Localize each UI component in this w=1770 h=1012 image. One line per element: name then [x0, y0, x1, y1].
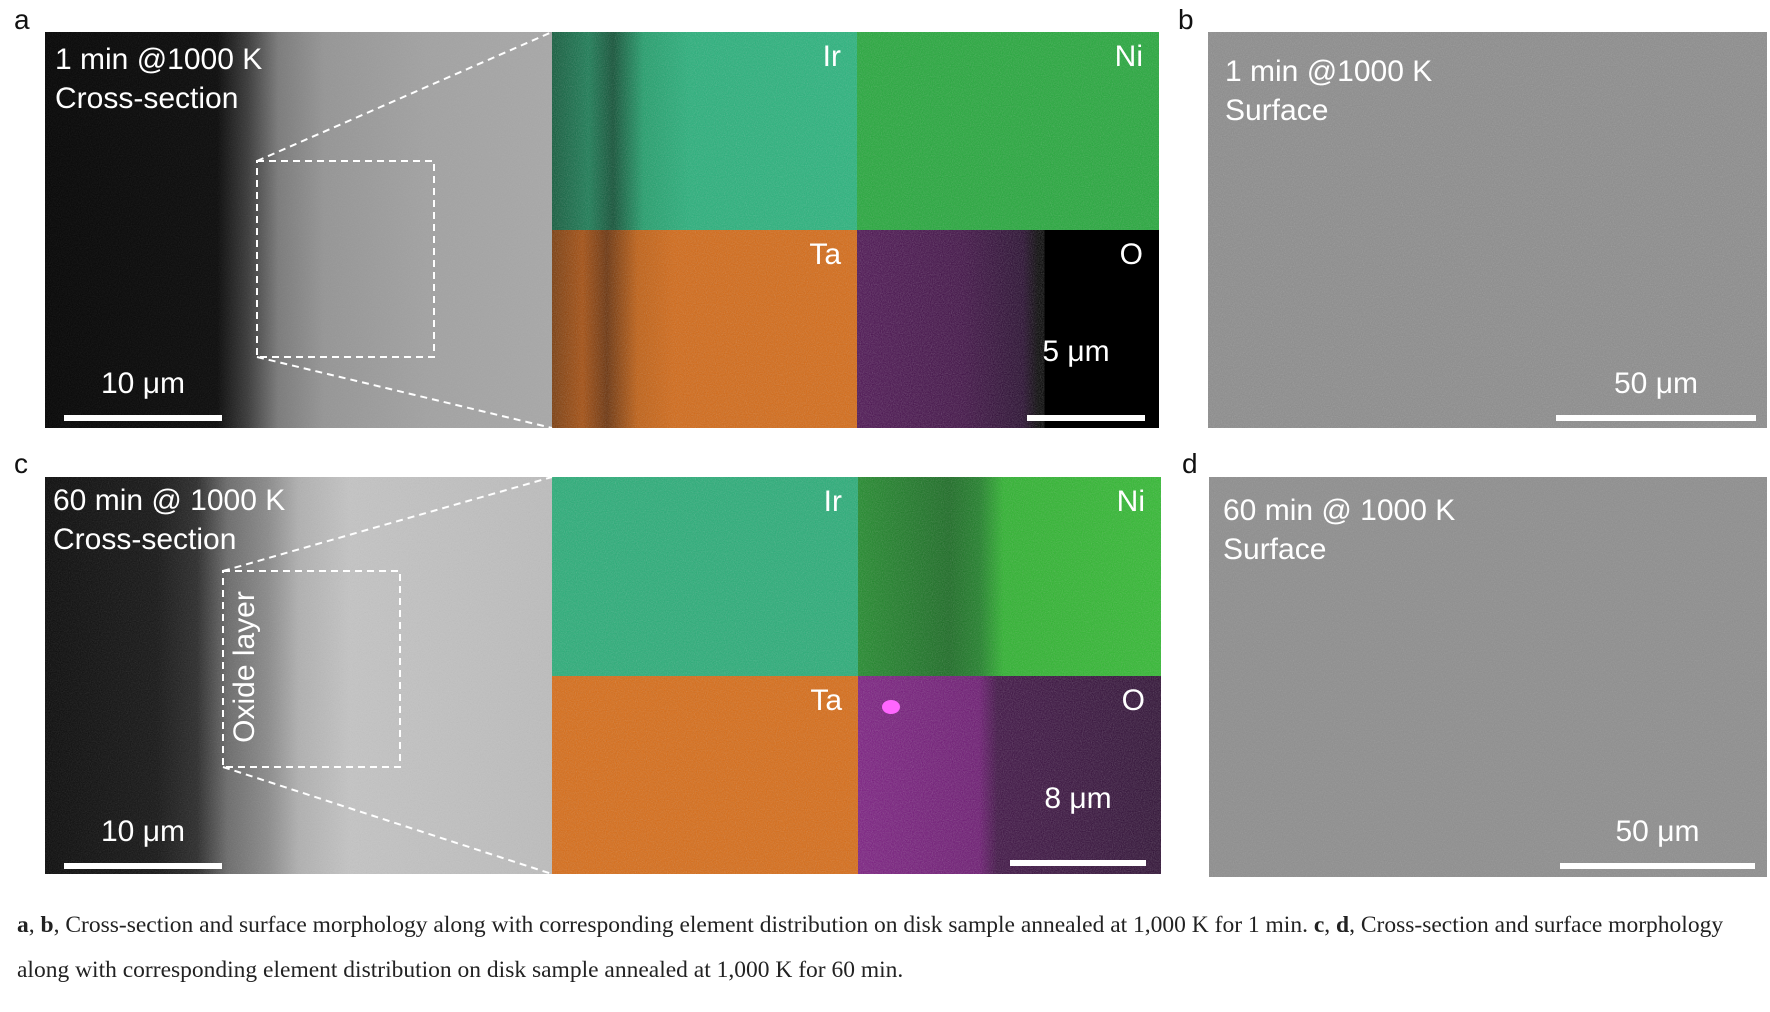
caption-text: ,: [1324, 912, 1337, 938]
element-label: Ta: [810, 684, 842, 717]
scale-bar: [1027, 415, 1145, 421]
scale-bar-label: 50 μm: [1615, 815, 1700, 848]
scale-bar-label: 10 μm: [101, 367, 185, 400]
eds-map: Ir: [552, 477, 858, 676]
caption-panel-ref: c: [1313, 912, 1325, 938]
scale-bar-label: 10 μm: [101, 815, 185, 848]
element-label: Ta: [809, 238, 841, 271]
title-line: Cross-section: [53, 523, 237, 556]
sem-image: 1 min @1000 K Cross-section 10 μm: [45, 32, 552, 428]
eds-map: Ta: [552, 230, 857, 428]
element-label: O: [1119, 238, 1143, 271]
sem-image: 60 min @ 1000 K Cross-section Oxide layer…: [45, 477, 552, 874]
title-line: Surface: [1225, 94, 1329, 127]
title-line: 1 min @1000 K: [55, 43, 263, 76]
zoom-line: [222, 476, 553, 572]
scale-bar: [64, 863, 222, 869]
element-label: Ni: [1116, 485, 1145, 518]
eds-map: Ni: [858, 477, 1161, 676]
caption-text: , Cross-section and surface morphology a…: [17, 912, 1724, 983]
zoom-overlay: [0, 0, 1770, 900]
panel-label: b: [1178, 4, 1194, 35]
title-line: Surface: [1223, 533, 1327, 566]
panel-label: c: [14, 448, 28, 479]
panel-title: 60 min @ 1000 K Surface: [1223, 491, 1455, 569]
element-label: Ir: [823, 485, 842, 518]
zoom-box: [222, 570, 401, 768]
scale-bar-label: 8 μm: [1044, 782, 1112, 815]
zoom-line: [256, 356, 553, 429]
caption-text: , Cross-section and surface morphology a…: [53, 912, 1314, 938]
scale-bar: [1560, 863, 1755, 869]
eds-map: Ni: [857, 32, 1159, 230]
eds-map: Ir: [552, 32, 857, 230]
eds-map: Ta: [552, 676, 858, 874]
caption-panel-ref: d: [1336, 912, 1350, 938]
caption-panel-ref: a: [17, 912, 29, 938]
panel-title: 1 min @1000 K Surface: [1225, 52, 1432, 130]
title-line: 60 min @ 1000 K: [53, 484, 286, 517]
panel-label: a: [14, 4, 30, 35]
panel-title: 60 min @ 1000 K Cross-section: [53, 481, 285, 559]
eds-map: O 8 μm: [858, 676, 1161, 874]
caption-panel-ref: b: [40, 912, 54, 938]
scale-bar: [64, 415, 222, 421]
scale-bar-label: 50 μm: [1614, 367, 1698, 400]
panel-label: d: [1182, 448, 1198, 479]
caption: a, b, Cross-section and surface morpholo…: [17, 903, 1737, 993]
scale-bar: [1556, 415, 1756, 421]
element-label: Ir: [822, 40, 841, 73]
eds-map: O 5 μm: [857, 230, 1159, 428]
title-line: 1 min @1000 K: [1225, 55, 1433, 88]
title-line: Cross-section: [55, 82, 239, 115]
element-label: O: [1121, 684, 1145, 717]
element-label: Ni: [1114, 40, 1143, 73]
caption-text: ,: [28, 912, 41, 938]
scale-bar-label: 5 μm: [1042, 335, 1110, 368]
title-line: 60 min @ 1000 K: [1223, 494, 1456, 527]
sem-image: 1 min @1000 K Surface 50 μm: [1208, 32, 1767, 428]
zoom-line: [256, 31, 553, 162]
zoom-box: [256, 160, 435, 358]
zoom-line: [222, 766, 553, 875]
scale-bar: [1010, 860, 1146, 866]
sem-image: 60 min @ 1000 K Surface 50 μm: [1209, 477, 1767, 877]
panel-title: 1 min @1000 K Cross-section: [55, 40, 262, 118]
